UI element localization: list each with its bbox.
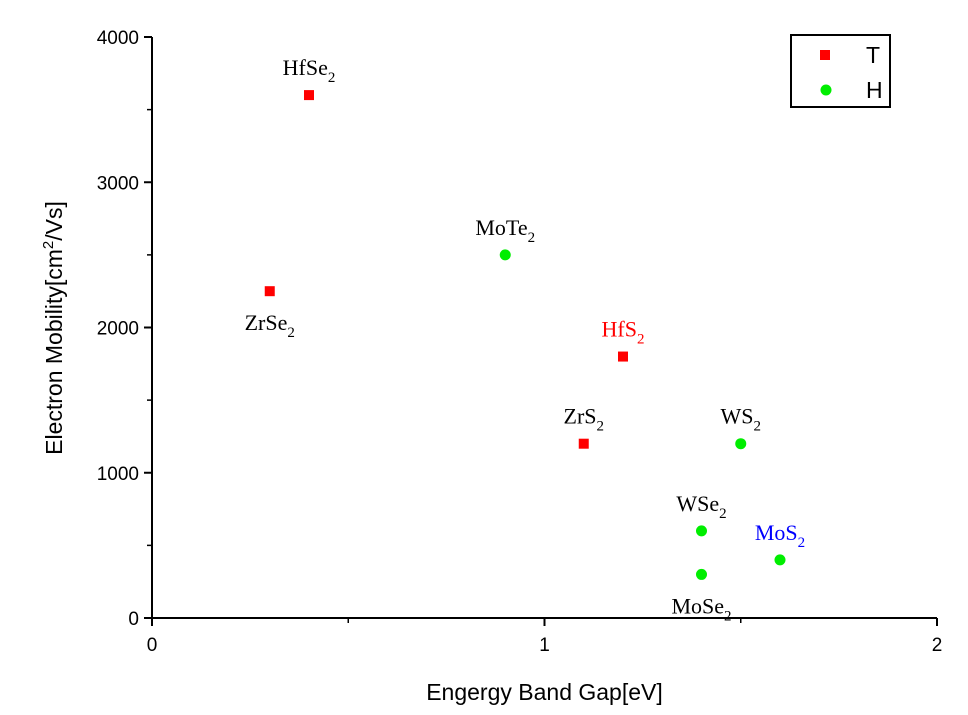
point-label: HfSe2 [283, 55, 336, 86]
data-point-circle [774, 554, 786, 566]
point-label: MoSe2 [671, 593, 731, 624]
data-point-circle [499, 249, 511, 261]
point-label: MoTe2 [475, 215, 535, 246]
data-point-square [264, 286, 275, 297]
point-label: ZrS2 [564, 404, 605, 435]
point-label: HfS2 [602, 317, 645, 348]
data-point-circle [696, 568, 707, 580]
point-label: WSe2 [676, 491, 726, 522]
point-label: ZrSe2 [245, 310, 295, 341]
y-tick-label: 3000 [97, 173, 139, 194]
data-point-square [304, 90, 314, 101]
y-tick-label: 0 [128, 609, 139, 630]
x-tick-label: 1 [539, 635, 550, 656]
legend-marker-square [820, 50, 830, 60]
y-tick-label: 4000 [97, 28, 139, 49]
data-point-circle [735, 438, 747, 450]
x-axis-label: Engergy Band Gap[eV] [426, 679, 663, 705]
legend-label: H [866, 77, 883, 103]
x-tick-label: 2 [932, 635, 943, 656]
data-point-square [618, 351, 628, 362]
y-axis-label: Electron Mobility[cm2/Vs] [40, 201, 67, 455]
legend: TH [790, 34, 891, 108]
data-point-square [578, 438, 589, 449]
point-label: MoS2 [755, 520, 805, 551]
data-point-circle [696, 525, 707, 537]
legend-label: T [866, 42, 880, 68]
legend-box [790, 34, 891, 108]
y-tick-label: 2000 [97, 319, 139, 340]
x-tick-label: 0 [147, 635, 158, 656]
legend-marker-circle [820, 84, 832, 96]
y-tick-label: 1000 [97, 464, 139, 485]
point-label: WS2 [721, 404, 762, 435]
